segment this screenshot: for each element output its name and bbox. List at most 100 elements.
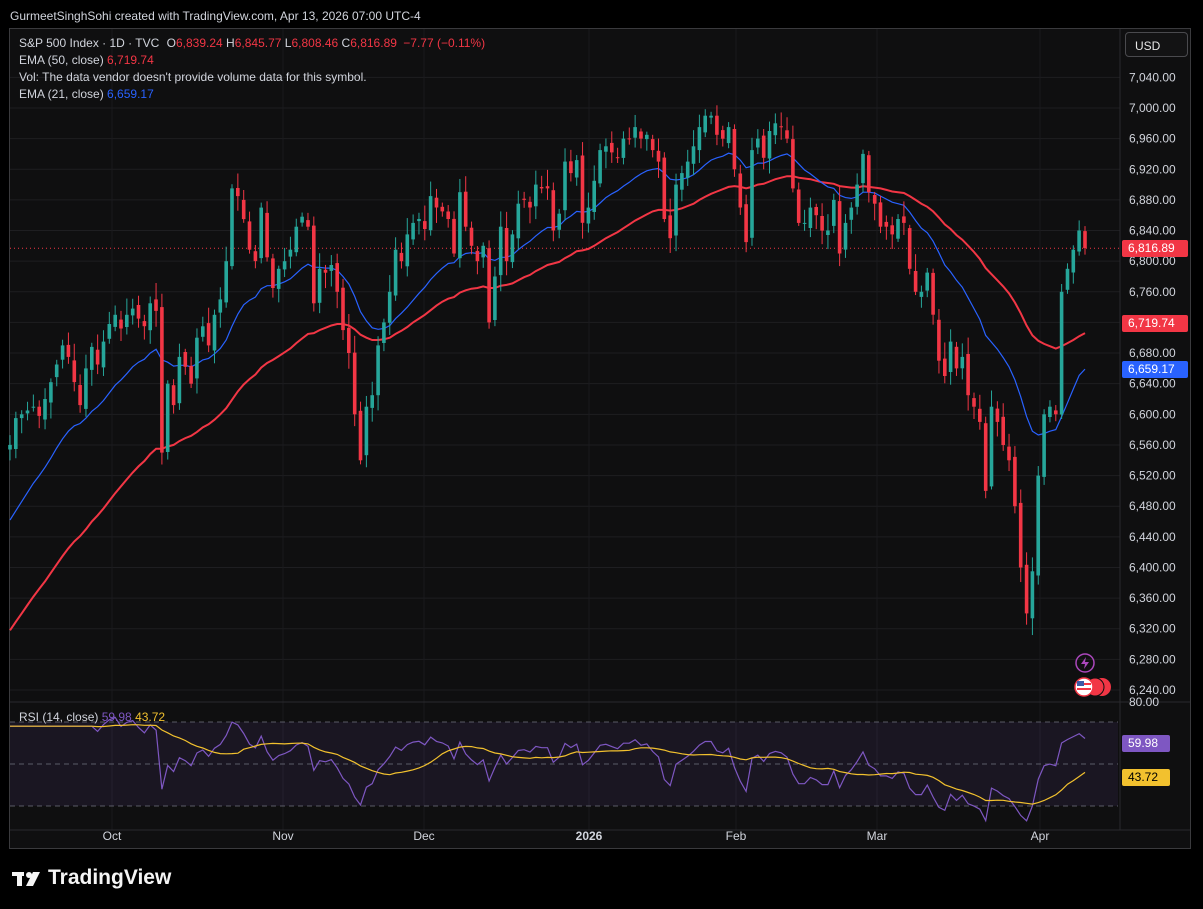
candle-body	[481, 245, 485, 258]
symbol-legend[interactable]: S&P 500 Index · 1D · TVC O6,839.24 H6,84…	[19, 36, 485, 50]
candle-body	[697, 127, 702, 151]
candle-body	[323, 269, 328, 273]
candle-body	[399, 252, 404, 262]
time-tick-label: Mar	[867, 829, 888, 843]
candle-body	[376, 345, 380, 396]
candle-body	[557, 213, 561, 230]
chart-frame[interactable]	[9, 28, 1191, 849]
ema50-legend[interactable]: EMA (50, close) 6,719.74	[19, 53, 154, 67]
candle-body	[750, 150, 754, 238]
currency-button[interactable]: USD	[1125, 32, 1188, 57]
candle-body	[721, 130, 725, 139]
candle-body	[1071, 249, 1076, 273]
candle-body	[446, 211, 450, 219]
lightning-icon[interactable]	[1073, 651, 1097, 675]
price-axis: 7,040.00 7,000.00 6,960.00 6,920.00 6,880.00…	[1129, 70, 1176, 709]
candle-body	[943, 358, 947, 376]
ema21-line	[9, 152, 1086, 521]
candle-body	[434, 197, 439, 208]
candle-body	[621, 138, 626, 158]
volume-note: Vol: The data vendor doesn't provide vol…	[19, 70, 367, 84]
time-tick-label: Nov	[272, 829, 293, 843]
candle-body	[66, 344, 71, 357]
candle-body	[224, 261, 228, 303]
time-axis: Oct Nov Dec 2026 Feb Mar Apr	[103, 829, 1050, 843]
price-tick-label: 6,320.00	[1129, 622, 1176, 636]
price-tick-label: 6,680.00	[1129, 346, 1176, 360]
rsi-legend[interactable]: RSI (14, close) 59.98 43.72	[19, 710, 165, 724]
candle-body	[802, 222, 807, 224]
price-tick-label: 6,840.00	[1129, 224, 1176, 238]
open-value: 6,839.24	[175, 36, 223, 50]
candle-body	[259, 207, 263, 259]
candle-body	[598, 150, 602, 184]
rsi-ma-tag: 43.72	[1122, 769, 1170, 786]
price-tick-label: 6,520.00	[1129, 469, 1176, 483]
candle-body	[551, 190, 556, 231]
candle-body	[662, 157, 667, 219]
candle-body	[925, 272, 929, 291]
candle-body	[1007, 446, 1011, 461]
time-tick-label: Oct	[103, 829, 122, 843]
candle-body	[913, 271, 918, 292]
candle-body	[230, 188, 234, 267]
rsi-panel	[10, 721, 1118, 807]
candle-body	[14, 418, 18, 449]
tradingview-brand[interactable]: TradingView	[12, 866, 171, 890]
last-price-tag: 6,816.89	[1122, 240, 1188, 257]
candle-body	[312, 225, 316, 304]
us-flag-icon[interactable]	[1073, 676, 1113, 698]
candle-body	[452, 218, 456, 254]
time-tick-label: Apr	[1031, 829, 1050, 843]
candle-body	[411, 222, 415, 240]
candle-body	[475, 250, 480, 262]
candle-body	[983, 423, 988, 491]
candle-body	[732, 129, 737, 170]
change-value: −7.77 (−0.11%)	[403, 36, 486, 50]
candle-body	[837, 201, 842, 254]
candle-body	[364, 406, 369, 456]
candle-body	[691, 146, 696, 164]
candle-body	[849, 207, 854, 220]
ema21-value: 6,659.17	[107, 87, 154, 101]
candle-body	[948, 341, 953, 372]
candle-body	[382, 322, 386, 343]
open-label: O	[166, 36, 176, 50]
candle-body	[113, 314, 117, 327]
price-tick-label: 6,920.00	[1129, 162, 1176, 176]
candle-body	[142, 321, 147, 327]
candle-body	[288, 249, 293, 257]
candle-body	[329, 265, 334, 271]
candle-body	[522, 198, 526, 200]
candle-body	[615, 157, 620, 159]
candle-body	[31, 406, 36, 408]
candle-body	[539, 187, 544, 189]
candle-body	[937, 319, 941, 361]
candle-body	[1054, 410, 1058, 415]
candle-body	[978, 408, 982, 422]
candle-body	[767, 131, 772, 159]
candle-body	[639, 131, 643, 139]
candle-body	[989, 406, 994, 487]
candle-body	[253, 251, 258, 262]
candle-body	[1077, 230, 1081, 252]
candle-body	[744, 204, 748, 243]
candle-body	[271, 258, 275, 288]
candle-body	[896, 219, 900, 239]
candle-body	[352, 352, 357, 415]
candle-body	[907, 228, 912, 269]
candle-body	[1065, 268, 1070, 290]
candle-body	[1013, 456, 1017, 507]
candle-body	[516, 203, 521, 239]
candle-body	[645, 134, 649, 140]
candle-body	[493, 276, 497, 320]
ema21-legend[interactable]: EMA (21, close) 6,659.17	[19, 87, 154, 101]
price-tick-label: 6,880.00	[1129, 193, 1176, 207]
candle-body	[504, 228, 509, 262]
candle-body	[393, 249, 398, 296]
candle-body	[586, 207, 591, 224]
candle-body	[306, 220, 310, 227]
candle-body	[417, 219, 421, 222]
candle-body	[890, 225, 894, 235]
